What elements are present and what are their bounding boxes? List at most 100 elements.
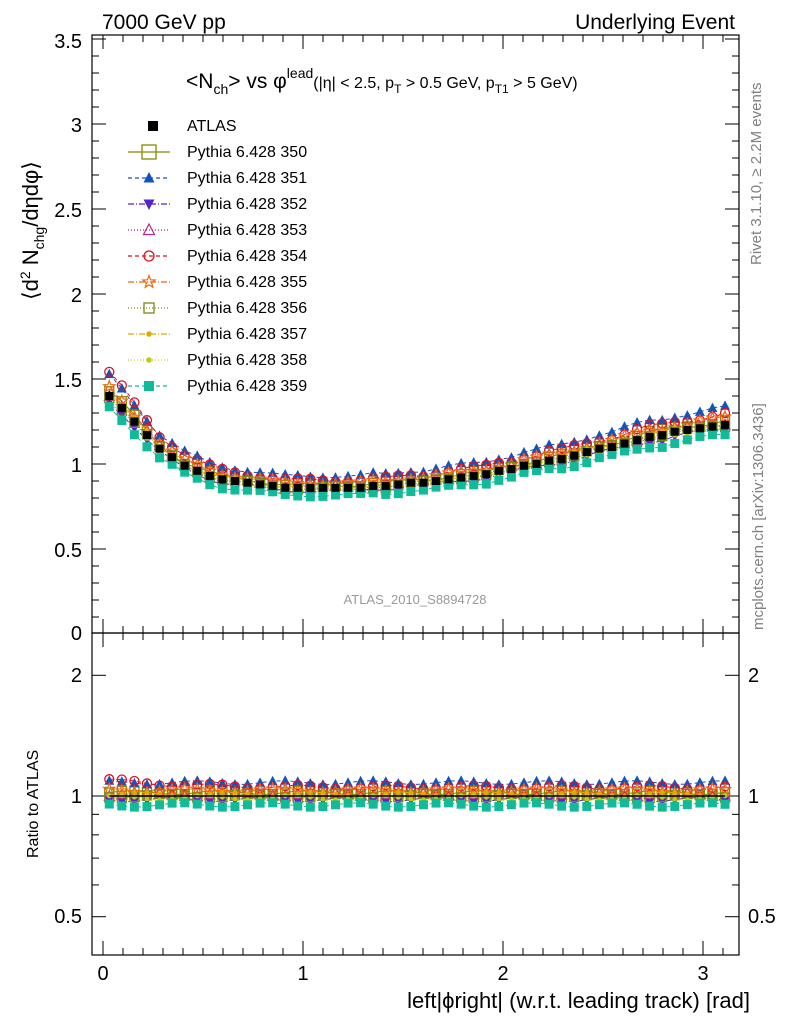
ratio-data-point <box>557 801 567 811</box>
ratio-data-point <box>230 802 240 812</box>
reference-point <box>695 424 704 433</box>
reference-point <box>595 444 604 453</box>
data-point <box>129 397 140 408</box>
ratio-data-point <box>481 802 491 812</box>
ratio-data-point <box>532 798 542 808</box>
data-point <box>179 445 190 455</box>
data-point <box>620 446 630 456</box>
y-tick-label: 0 <box>71 623 82 645</box>
legend-marker <box>143 250 155 262</box>
data-point <box>317 472 328 482</box>
ratio-data-point <box>619 775 630 786</box>
reference-point <box>105 392 114 400</box>
ratio-data-point <box>232 789 238 795</box>
ratio-data-point <box>393 777 404 788</box>
ratio-series-line <box>109 802 726 808</box>
reference-point <box>356 483 365 492</box>
ratio-y-axis-label: Ratio to ATLAS <box>25 750 42 858</box>
axis-ticks <box>92 35 739 955</box>
ratio-data-point <box>607 798 617 808</box>
reference-atlas <box>105 391 730 492</box>
reference-point <box>230 477 239 485</box>
reference-point <box>180 461 189 470</box>
data-point <box>707 402 718 413</box>
ratio-data-point <box>204 776 215 786</box>
data-point <box>293 491 303 501</box>
reference-point <box>155 444 164 453</box>
data-point <box>670 438 680 448</box>
ratio-data-point <box>217 779 228 790</box>
ratio-y-tick-labels: 0.5 1 2 0.5 1 2 <box>54 665 776 928</box>
series-line <box>108 401 726 493</box>
ratio-data-point <box>255 798 265 808</box>
legend-marker <box>141 144 157 160</box>
data-point <box>418 485 428 495</box>
data-point <box>230 485 240 495</box>
reference-point <box>205 471 214 480</box>
ratio-data-point <box>531 775 542 786</box>
ratio-data-point <box>496 790 502 795</box>
legend-marker-atlas <box>148 121 158 131</box>
data-point <box>292 473 303 484</box>
ratio-data-point <box>644 780 655 791</box>
data-point <box>719 407 731 419</box>
data-point <box>280 489 290 499</box>
reference-point <box>130 417 139 426</box>
ratio-data-point <box>670 801 680 811</box>
ratio-data-point <box>104 775 115 785</box>
data-point <box>305 492 315 502</box>
data-point <box>569 462 579 472</box>
ratio-data-point <box>694 777 705 787</box>
ratio-data-point <box>155 800 165 810</box>
legend-label: Pythia 6.428 356 <box>187 300 307 317</box>
reference-point <box>507 465 516 474</box>
ratio-data-point <box>280 799 290 809</box>
ratio-data-point <box>494 801 504 811</box>
ratio-data-point <box>320 796 326 802</box>
ratio-data-point <box>164 782 180 797</box>
reference-point <box>658 431 667 440</box>
data-point <box>519 467 529 477</box>
series-line <box>108 371 726 483</box>
ratio-data-point <box>631 781 643 792</box>
data-point <box>268 487 278 497</box>
ratio-data-point <box>496 796 502 802</box>
ratio-data-point <box>428 782 444 796</box>
data-point <box>695 431 705 441</box>
data-point <box>368 488 378 498</box>
ratio-data-point <box>381 801 391 811</box>
analysis-watermark: ATLAS_2010_S8894728 <box>344 592 487 607</box>
ratio-data-point <box>293 801 303 811</box>
data-point <box>717 409 733 423</box>
ratio-data-point <box>481 777 492 788</box>
ratio-data-point <box>102 781 117 796</box>
legend-label: Pythia 6.428 354 <box>187 248 307 265</box>
data-point <box>519 446 529 457</box>
ratio-data-point <box>229 779 240 789</box>
y-axis-label: ⟨d2 Nchg/dηdφ⟩ <box>17 161 47 300</box>
ratio-data-point <box>356 798 366 808</box>
ratio-data-point <box>317 779 328 789</box>
data-point <box>444 480 454 490</box>
ratio-series-line <box>109 780 726 786</box>
data-point <box>556 442 567 454</box>
ratio-panel-marks <box>102 774 733 812</box>
data-point <box>644 419 655 430</box>
ratio-data-point <box>431 798 441 808</box>
data-point <box>469 480 479 490</box>
x-tick-labels: 0 1 2 3 <box>97 963 708 985</box>
ratio-data-point <box>190 781 205 796</box>
ratio-data-point <box>468 780 479 791</box>
ratio-data-point <box>444 798 454 808</box>
legend-marker <box>144 381 154 391</box>
rivet-version-label: Rivet 3.1.10, ≥ 2.2M events <box>748 83 765 266</box>
x-axis-label: left|ϕright| (w.r.t. leading track) [rad… <box>407 988 750 1013</box>
data-point <box>692 413 708 428</box>
series-9 <box>104 402 730 502</box>
ratio-data-point <box>179 780 190 791</box>
reference-point <box>721 420 730 429</box>
legend-label: Pythia 6.428 351 <box>187 170 307 187</box>
data-point <box>629 425 645 439</box>
ratio-data-point <box>508 791 514 797</box>
